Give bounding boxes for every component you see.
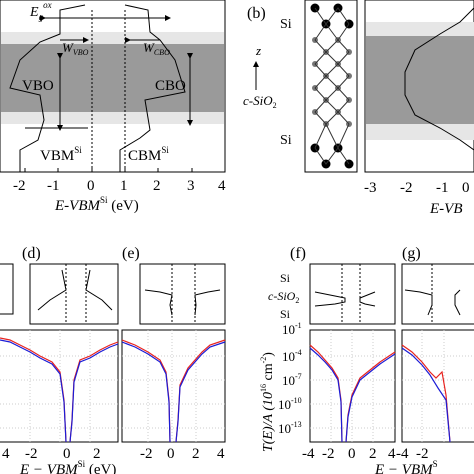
panel-d-grid	[0, 330, 118, 442]
panel-b-si-bottom: Si	[280, 133, 292, 148]
panel-d-xtick-2: -2	[25, 446, 38, 462]
panel-e-blue-curve	[121, 341, 226, 443]
panel-e-profile-curve	[144, 289, 221, 316]
cbm-profile-curve	[119, 4, 186, 172]
panel-f-ytick-4: 10-10	[278, 396, 302, 412]
panel-a-light-band-top	[1, 32, 224, 44]
panel-a-xtick-4: 1	[120, 178, 128, 194]
panel-f-transmission-frame	[309, 329, 396, 443]
panel-fg-xlabel: E − VBMS	[374, 459, 438, 474]
panel-a-xtick-5: 2	[153, 178, 161, 194]
panel-f-csio2: c-SiO2	[268, 289, 299, 305]
panel-d-xtick-4: 2	[93, 446, 101, 462]
panel-e-xtick-2: 0	[167, 446, 175, 462]
panel-b-z-label: z	[255, 43, 261, 58]
panel-f-label: (f)	[290, 245, 306, 262]
panel-b-light-band-top	[366, 22, 474, 36]
panel-b-si-top: Si	[280, 17, 292, 32]
panel-f-xtick-4: 2	[369, 446, 377, 462]
panel-b-xtick-4: 0	[462, 180, 470, 196]
panel-f-grid	[310, 330, 395, 442]
panel-g-red-curve	[401, 344, 451, 443]
panel-d-transmission-frame	[0, 329, 119, 443]
panel-b-xlabel: E-VB	[429, 201, 462, 217]
panel-a-xtick-1: -2	[13, 178, 26, 194]
panel-b-light-band-bottom	[366, 124, 474, 140]
panel-e-xtick-4: 4	[217, 446, 225, 462]
panel-a-xtick-6: 3	[187, 178, 195, 194]
panel-a-x-ticks	[24, 168, 226, 172]
panel-f-xtick-1: -4	[302, 446, 315, 462]
panel-b-xtick-1: -3	[364, 180, 377, 196]
panel-b-xtick-2: -2	[400, 180, 413, 196]
panel-b-dark-band	[366, 36, 474, 124]
panel-g-xtick-1: -4	[396, 446, 409, 462]
panel-a: Egox WVBO WCBO VBO CBO VBMSi CBMSi -2 -1…	[0, 0, 226, 214]
panel-e-xtick-3: 2	[192, 446, 200, 462]
panel-d: (d) 4 -2 0 2	[0, 245, 119, 462]
panel-de-xlabel: E − VBMSi (eV)	[19, 459, 116, 474]
panel-f-blue-curve	[309, 347, 396, 443]
panel-g-grid	[402, 330, 474, 442]
panel-e-profile-frame	[139, 263, 226, 325]
panel-a-xtick-2: -1	[47, 178, 60, 194]
vbo-label: VBO	[22, 78, 54, 94]
panel-f-si-bottom: Si	[280, 307, 291, 321]
panel-f-xtick-3: 0	[348, 446, 356, 462]
panel-a-xlabel: E-VBMSi (eV)	[54, 195, 139, 214]
panel-d-xtick-1: 4	[2, 446, 10, 462]
panel-d-label: (d)	[22, 245, 41, 262]
panel-d-left-top-frame	[0, 263, 14, 315]
panel-g-blue-curve	[401, 347, 451, 443]
panel-b-csio2: c-SiO2	[243, 93, 277, 110]
panel-g-label: (g)	[402, 245, 421, 262]
panel-f-xtick-2: -2	[322, 446, 335, 462]
panel-b: (b) Si Si z c-SiO2 -3 -2 -	[243, 0, 474, 217]
panel-e-label: (e)	[122, 245, 140, 262]
panel-f-ytick-2: 10-4	[282, 348, 302, 364]
panel-a-light-band-bottom	[1, 112, 224, 124]
panel-f-ylabel: T(E)/A (1016 cm-2)	[259, 352, 276, 452]
panel-a-dark-band	[1, 44, 224, 112]
panel-f-si-top: Si	[280, 271, 291, 285]
panel-g-transmission-frame	[401, 329, 474, 443]
panel-a-xtick-3: 0	[87, 178, 95, 194]
panel-g-profile-curve	[404, 289, 461, 316]
panel-f-ytick-5: 10-13	[278, 420, 302, 436]
vbm-profile-curve	[9, 4, 86, 172]
panel-d-profile-frame	[29, 263, 119, 325]
w-vbo-label: WVBO	[62, 40, 89, 57]
panel-f-xtick-5: 4	[388, 446, 396, 462]
panel-g: (g) -4 -2	[396, 245, 474, 462]
w-cbo-label: WCBO	[143, 40, 170, 57]
panel-f-ytick-1: 10-1	[282, 321, 302, 337]
panel-a-xtick-7: 4	[218, 178, 226, 194]
panel-f: (f) Si c-SiO2 Si 10-1 10-4 10-7 10-10 10…	[259, 245, 396, 462]
panel-b-profile-curve	[404, 7, 474, 151]
panel-d-xtick-3: 0	[63, 446, 71, 462]
cbm-label: CBMSi	[128, 145, 169, 164]
panel-e: (e) -2 0 2 4	[121, 245, 226, 462]
panel-d-blue-curve	[0, 339, 119, 443]
vbm-label: VBMSi	[40, 145, 82, 164]
atomic-structure	[310, 3, 354, 169]
panel-e-grid	[122, 330, 225, 442]
panel-f-ytick-3: 10-7	[282, 372, 302, 388]
panel-e-xtick-1: -2	[140, 446, 153, 462]
panel-g-xtick-2: -2	[416, 446, 429, 462]
cbo-label: CBO	[155, 78, 186, 94]
panel-b-label: (b)	[247, 5, 266, 22]
eg-label: Egox	[29, 0, 52, 22]
panel-g-profile-frame	[401, 263, 474, 325]
panel-b-xtick-3: -1	[436, 180, 449, 196]
